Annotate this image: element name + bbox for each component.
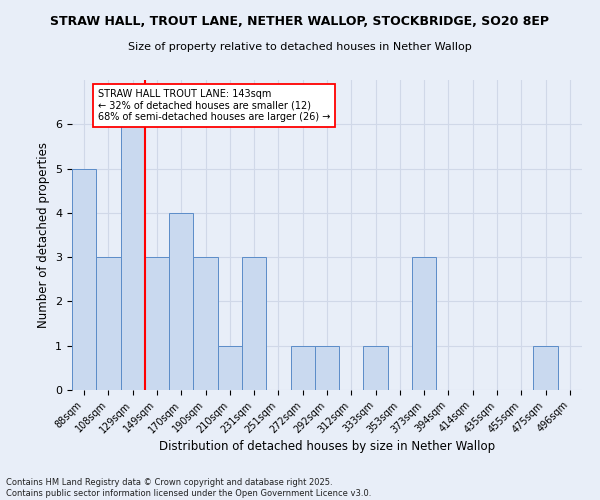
Bar	[533, 346, 558, 390]
Bar	[218, 346, 242, 390]
Bar	[169, 213, 193, 390]
Bar	[290, 346, 315, 390]
Text: Contains HM Land Registry data © Crown copyright and database right 2025.
Contai: Contains HM Land Registry data © Crown c…	[6, 478, 371, 498]
Text: STRAW HALL, TROUT LANE, NETHER WALLOP, STOCKBRIDGE, SO20 8EP: STRAW HALL, TROUT LANE, NETHER WALLOP, S…	[50, 15, 550, 28]
Bar	[412, 257, 436, 390]
Y-axis label: Number of detached properties: Number of detached properties	[37, 142, 50, 328]
Bar	[242, 257, 266, 390]
X-axis label: Distribution of detached houses by size in Nether Wallop: Distribution of detached houses by size …	[159, 440, 495, 454]
Bar	[193, 257, 218, 390]
Text: STRAW HALL TROUT LANE: 143sqm
← 32% of detached houses are smaller (12)
68% of s: STRAW HALL TROUT LANE: 143sqm ← 32% of d…	[97, 90, 330, 122]
Text: Size of property relative to detached houses in Nether Wallop: Size of property relative to detached ho…	[128, 42, 472, 52]
Bar	[72, 168, 96, 390]
Bar	[315, 346, 339, 390]
Bar	[121, 124, 145, 390]
Bar	[96, 257, 121, 390]
Bar	[145, 257, 169, 390]
Bar	[364, 346, 388, 390]
